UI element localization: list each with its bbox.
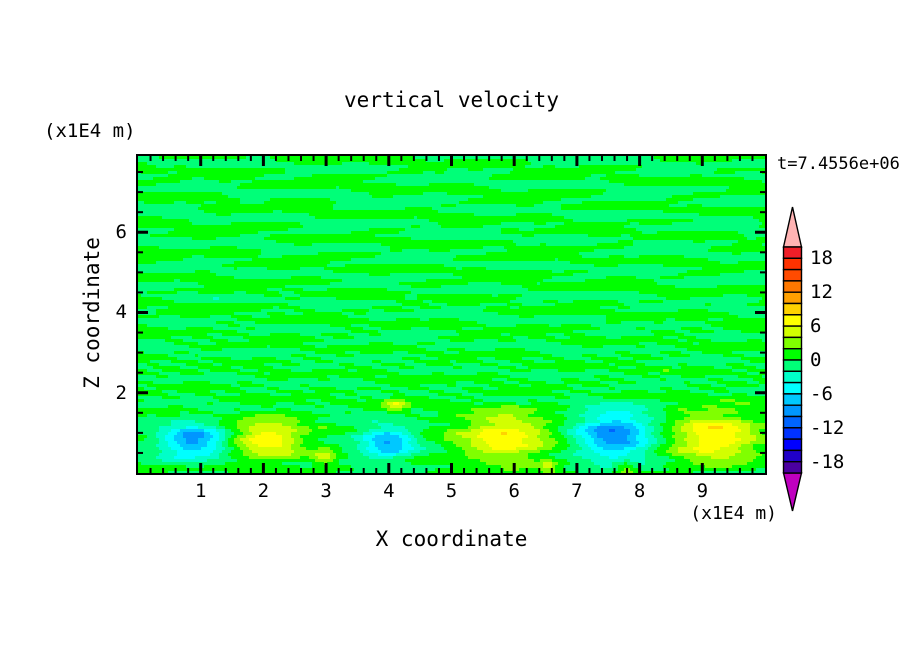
colorbar-cell <box>782 381 803 395</box>
plot-area <box>136 154 767 475</box>
colorbar-tick-label: -12 <box>810 416 845 439</box>
contour-field-canvas <box>138 156 765 473</box>
colorbar-cell <box>782 314 803 327</box>
plot-title: vertical velocity <box>344 88 559 112</box>
colorbar-cell <box>782 257 803 271</box>
z-tick-label: 6 <box>115 221 127 244</box>
colorbar-scale <box>782 206 803 512</box>
colorbar-tick-label: -6 <box>810 382 833 405</box>
colorbar-tick-label: 18 <box>810 247 833 270</box>
colorbar-cell <box>782 280 803 293</box>
x-tick-label: 9 <box>696 480 709 502</box>
x-tick-label: 4 <box>383 480 395 502</box>
colorbar-cell <box>782 291 803 305</box>
colorbar-cell <box>782 370 803 384</box>
colorbar-tick-label: 0 <box>810 349 822 371</box>
colorbar-cell <box>782 393 803 406</box>
colorbar-tick-label: 6 <box>810 315 822 338</box>
x-tick-label: 3 <box>320 480 332 502</box>
x-tick-label: 8 <box>633 480 646 502</box>
x-tick-label: 2 <box>257 480 270 502</box>
x-tick-label: 1 <box>194 480 207 502</box>
colorbar-tick-label: -18 <box>810 450 845 473</box>
colorbar-cell <box>782 325 803 339</box>
z-tick-label: 2 <box>115 381 127 404</box>
colorbar <box>782 205 804 517</box>
colorbar-over-arrow <box>782 206 803 248</box>
colorbar-under-arrow <box>782 472 803 512</box>
z-axis-unit-label: (x1E4 m) <box>44 120 136 142</box>
colorbar-cell <box>782 404 803 418</box>
colorbar-cell <box>782 347 803 361</box>
x-tick-label: 6 <box>508 480 520 502</box>
z-axis-label: Z coordinate <box>80 237 104 389</box>
colorbar-cell <box>782 438 803 452</box>
colorbar-cell <box>782 461 803 474</box>
x-tick-label: 5 <box>445 480 458 502</box>
colorbar-cell <box>782 449 803 463</box>
colorbar-cell <box>782 415 803 429</box>
x-axis-unit-label: (x1E4 m) <box>690 503 777 524</box>
colorbar-cell <box>782 359 803 373</box>
colorbar-cell <box>782 268 803 282</box>
colorbar-cell <box>782 427 803 440</box>
x-tick-label: 7 <box>571 480 583 502</box>
z-tick-label: 4 <box>115 301 127 324</box>
colorbar-cell <box>782 336 803 350</box>
colorbar-tick-label: 12 <box>810 281 833 304</box>
colorbar-cell <box>782 246 803 260</box>
x-axis-label: X coordinate <box>375 527 528 551</box>
time-label: t=7.4556e+06 <box>777 154 900 174</box>
colorbar-cell <box>782 302 803 316</box>
